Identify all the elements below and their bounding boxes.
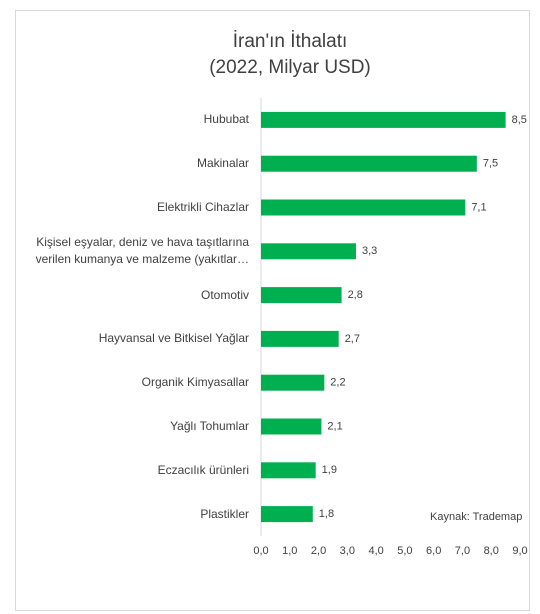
data-label: 3,3 bbox=[362, 245, 377, 257]
y-tick-label: Yağlı Tohumlar bbox=[170, 419, 249, 433]
y-tick-label: Hayvansal ve Bitkisel Yağlar bbox=[98, 331, 249, 346]
x-tick-label: 8,0 bbox=[484, 545, 499, 557]
category-label-box: Elektrikli Cihazlar bbox=[156, 200, 249, 214]
category-label-box: Kişisel eşyalar, deniz ve hava taşıtları… bbox=[35, 235, 249, 267]
x-tick-label: 2,0 bbox=[311, 545, 326, 557]
bar bbox=[261, 199, 466, 216]
data-label: 2,8 bbox=[348, 289, 363, 301]
data-label: 2,2 bbox=[330, 377, 345, 389]
category-label-box: Makinalar bbox=[196, 156, 249, 171]
y-tick-label: Hububat bbox=[203, 112, 249, 127]
chart-subtitle: (2022, Milyar USD) bbox=[209, 57, 371, 78]
bar bbox=[261, 462, 316, 479]
data-label: 2,7 bbox=[345, 333, 360, 345]
source-note: Kaynak: Trademap bbox=[430, 511, 522, 523]
data-label: 1,8 bbox=[319, 508, 334, 520]
bar bbox=[261, 287, 342, 304]
x-tick-label: 9,0 bbox=[512, 545, 527, 557]
bar bbox=[261, 418, 322, 435]
data-label: 7,1 bbox=[471, 201, 486, 213]
data-label: 2,1 bbox=[327, 420, 342, 432]
y-tick-label: Plastikler bbox=[200, 506, 249, 521]
data-label: 8,5 bbox=[512, 114, 527, 126]
y-tick-label: Kişisel eşyalar, deniz ve hava taşıtları… bbox=[35, 235, 249, 267]
y-tick-label: Makinalar bbox=[196, 156, 249, 171]
x-tick-label: 7,0 bbox=[455, 545, 470, 557]
bar bbox=[261, 330, 339, 347]
category-label-box: Plastikler bbox=[200, 506, 249, 521]
x-tick-label: 5,0 bbox=[397, 545, 412, 557]
category-label-box: Yağlı Tohumlar bbox=[170, 419, 249, 433]
x-tick-label: 6,0 bbox=[426, 545, 441, 557]
bar bbox=[261, 111, 506, 128]
bar bbox=[261, 374, 325, 391]
y-tick-label: Organik Kimyasallar bbox=[141, 375, 249, 390]
chart-title: İran'ın İthalatı bbox=[233, 31, 348, 52]
category-label-box: Eczacılık ürünleri bbox=[157, 462, 249, 477]
y-tick-label: Eczacılık ürünleri bbox=[157, 462, 249, 477]
x-tick-label: 0,0 bbox=[253, 545, 268, 557]
y-tick-label: Otomotiv bbox=[200, 287, 249, 302]
x-tick-label: 3,0 bbox=[340, 545, 355, 557]
x-tick-label: 4,0 bbox=[368, 545, 383, 557]
data-label: 1,9 bbox=[322, 464, 337, 476]
bar bbox=[261, 506, 313, 523]
y-tick-label: Elektrikli Cihazlar bbox=[156, 200, 249, 214]
category-label-box: Hububat bbox=[203, 112, 249, 127]
category-label-box: Organik Kimyasallar bbox=[141, 375, 249, 390]
data-label: 7,5 bbox=[483, 158, 498, 170]
bar bbox=[261, 243, 356, 260]
bar bbox=[261, 155, 477, 172]
category-label-box: Hayvansal ve Bitkisel Yağlar bbox=[98, 331, 249, 346]
category-label-box: Otomotiv bbox=[200, 287, 249, 302]
x-tick-label: 1,0 bbox=[282, 545, 297, 557]
